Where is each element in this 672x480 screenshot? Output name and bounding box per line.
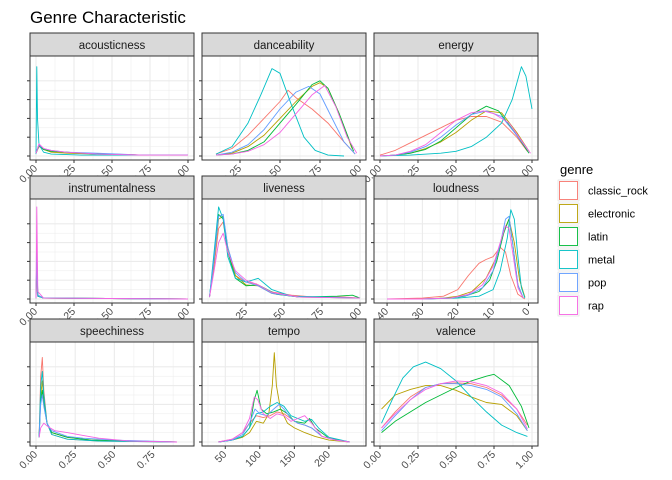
density-danceability-rap — [215, 85, 358, 156]
legend-label: latin — [588, 232, 608, 244]
density-valence-classic_rock — [381, 382, 528, 429]
density-liveness-pop — [209, 213, 361, 299]
density-tempo-metal — [218, 402, 350, 443]
density-energy-pop — [379, 110, 530, 157]
legend-item-pop: pop — [557, 271, 606, 294]
x-tick-label: 200 — [312, 448, 333, 469]
strip-label: tempo — [268, 326, 300, 338]
x-tick-label: 0.50 — [96, 448, 119, 471]
density-loudness-rap — [387, 225, 524, 300]
density-acousticness-metal — [35, 66, 188, 156]
plot-area — [202, 342, 366, 446]
strip-label: liveness — [263, 183, 305, 195]
legend-key-swatch — [559, 273, 578, 292]
legend-key-swatch — [559, 181, 578, 200]
density-tempo-pop — [218, 403, 350, 443]
legend-item-latin: latin — [557, 225, 608, 248]
x-tick-label: 50 — [213, 448, 230, 465]
strip-label: danceability — [254, 40, 315, 52]
strip-label: valence — [436, 326, 476, 338]
panel-border — [29, 341, 195, 447]
density-valence-rap — [381, 380, 528, 430]
density-tempo-rap — [218, 396, 350, 443]
x-tick-label: 0.75 — [475, 448, 498, 471]
plot-area — [30, 342, 194, 446]
legend-key-swatch — [559, 204, 578, 223]
legend-key-swatch — [559, 227, 578, 246]
x-tick-label: 100 — [243, 448, 264, 469]
legend-item-classic_rock: classic_rock — [557, 179, 648, 202]
x-tick-label: 0.00 — [17, 448, 40, 471]
density-loudness-classic_rock — [387, 246, 526, 300]
legend-label: electronic — [588, 209, 636, 221]
x-tick-label: 0 — [520, 305, 533, 318]
x-tick-label: 0.25 — [56, 448, 79, 471]
panel-valence: valence 0.00 0.25 0.50 0.75 1.00 — [361, 318, 539, 472]
density-energy-metal — [379, 66, 533, 157]
x-tick-label: 0.75 — [135, 448, 158, 471]
chart-title: Genre Characteristic — [30, 8, 186, 27]
strip-label: speechiness — [80, 326, 144, 338]
panel-border — [201, 341, 367, 447]
panel-tempo: tempo 50 100 150 200 — [199, 318, 367, 469]
density-instrumentalness-rap — [35, 206, 189, 300]
density-danceability-pop — [215, 85, 356, 156]
panel-border — [373, 198, 539, 304]
density-energy-latin — [379, 105, 530, 157]
legend-items: classic_rock electronic latin metal pop rap — [557, 179, 648, 317]
density-speechiness-rap — [38, 422, 178, 443]
legend-item-electronic: electronic — [557, 202, 636, 225]
density-danceability-metal — [215, 68, 345, 157]
density-danceability-classic_rock — [215, 89, 356, 155]
legend: genre classic_rock electronic latin metal po… — [557, 162, 648, 317]
legend-key-swatch — [559, 296, 578, 315]
panel-loudness: loudness-40 -30 -20 -10 0 — [371, 175, 539, 325]
strip-label: energy — [438, 40, 473, 52]
strip-label: loudness — [433, 183, 479, 195]
x-tick-label: 0.25 — [399, 448, 422, 471]
legend-title: genre — [560, 162, 593, 177]
density-energy-rap — [379, 110, 531, 157]
panel-speechiness: speechiness 0.00 0.25 0.50 0.75 — [17, 318, 195, 472]
density-liveness-metal — [209, 206, 361, 299]
density-valence-metal — [381, 361, 528, 437]
legend-label: classic_rock — [588, 186, 648, 198]
density-liveness-latin — [209, 213, 361, 299]
density-danceability-latin — [215, 80, 355, 156]
density-valence-pop — [381, 383, 528, 432]
panel-border — [201, 55, 367, 161]
plot-area — [202, 56, 366, 160]
x-tick-label: 150 — [278, 448, 299, 469]
legend-item-metal: metal — [557, 248, 615, 271]
strip-label: acousticness — [79, 40, 146, 52]
density-tempo-electronic — [218, 352, 350, 443]
x-tick-label: 1.00 — [513, 448, 536, 471]
density-acousticness-rap — [35, 143, 188, 156]
x-tick-label: 0.50 — [437, 448, 460, 471]
x-tick-label: 0.00 — [361, 448, 384, 471]
density-speechiness-pop — [38, 394, 178, 443]
legend-label: rap — [588, 301, 604, 313]
density-liveness-rap — [209, 232, 361, 299]
density-valence-electronic — [381, 385, 528, 431]
legend-label: pop — [588, 278, 606, 290]
strip-label: instrumentalness — [69, 183, 156, 195]
legend-key-swatch — [559, 250, 578, 269]
legend-item-rap: rap — [557, 294, 604, 317]
legend-label: metal — [588, 255, 615, 267]
